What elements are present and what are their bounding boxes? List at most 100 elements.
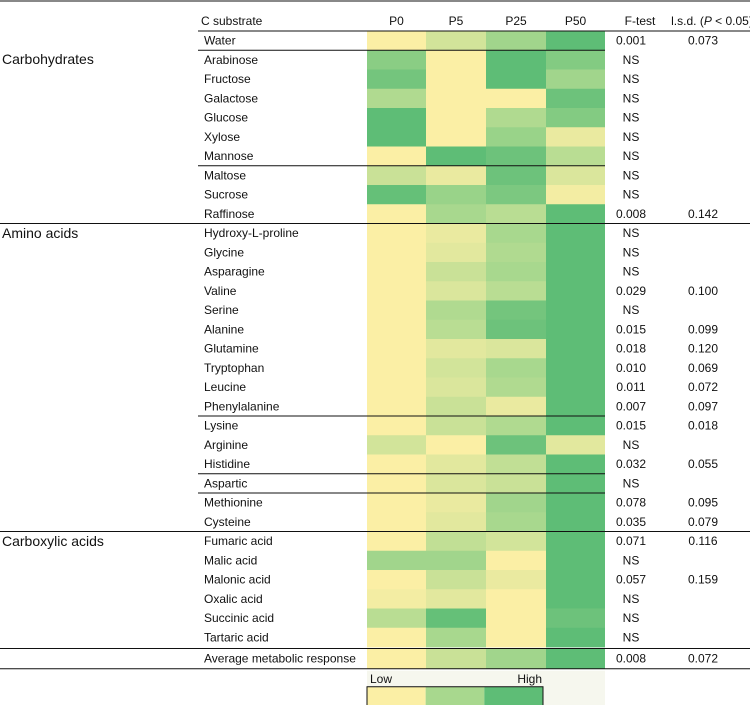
- substrate-label-average-metabolic-response: Average metabolic response: [204, 652, 356, 666]
- cell-lysine-p5: [426, 416, 486, 436]
- color-legend: Low High: [366, 670, 605, 705]
- cell-average-metabolic-response-p50: [546, 649, 605, 669]
- cell-cysteine-p0: [367, 512, 426, 532]
- cell-alanine-p5: [426, 319, 486, 340]
- cell-aspartic-p50: [546, 473, 605, 494]
- cell-aspartic-p0: [367, 473, 426, 494]
- cell-water-p25: [486, 31, 546, 51]
- cell-glutamine-p50: [546, 339, 605, 359]
- cell-alanine-p25: [486, 319, 546, 340]
- ftest-arabinose: NS: [623, 53, 640, 67]
- ftest-leucine: 0.011: [616, 380, 645, 394]
- lsd-cysteine: 0.079: [688, 515, 718, 529]
- ftest-glutamine: 0.018: [616, 342, 646, 356]
- legend-frame: [366, 686, 544, 705]
- cell-arginine-p25: [486, 435, 546, 455]
- cell-phenylalanine-p0: [367, 396, 426, 417]
- lsd-phenylalanine: 0.097: [688, 399, 718, 413]
- substrate-label-aspartic: Aspartic: [204, 476, 247, 490]
- substrate-label-alanine: Alanine: [204, 322, 244, 336]
- ftest-phenylalanine: 0.007: [616, 399, 646, 413]
- ftest-glucose: NS: [623, 111, 640, 125]
- cell-tryptophan-p5: [426, 358, 486, 378]
- header-p25: P25: [505, 14, 527, 28]
- legend-swatch-0: [367, 686, 426, 705]
- lsd-tryptophan: 0.069: [688, 361, 718, 375]
- substrate-label-xylose: Xylose: [204, 130, 240, 144]
- cell-phenylalanine-p50: [546, 396, 605, 417]
- ftest-aspartic: NS: [623, 476, 640, 490]
- cell-galactose-p0: [367, 88, 426, 109]
- cell-galactose-p50: [546, 88, 605, 109]
- cell-mannose-p50: [546, 146, 605, 167]
- cell-phenylalanine-p25: [486, 396, 546, 417]
- group-label-carboxylic-acids: Carboxylic acids: [2, 533, 104, 549]
- cell-malonic-acid-p0: [367, 570, 426, 590]
- cell-malonic-acid-p25: [486, 570, 546, 590]
- ftest-fructose: NS: [623, 72, 640, 86]
- substrate-label-malonic-acid: Malonic acid: [204, 573, 271, 587]
- ftest-cysteine: 0.035: [616, 515, 646, 529]
- substrate-label-fumaric-acid: Fumaric acid: [204, 534, 273, 548]
- cell-leucine-p25: [486, 377, 546, 398]
- cell-succinic-acid-p50: [546, 608, 605, 629]
- ftest-valine: 0.029: [616, 284, 646, 298]
- cell-sucrose-p25: [486, 185, 546, 205]
- ftest-xylose: NS: [623, 130, 640, 144]
- cell-methionine-p0: [367, 493, 426, 513]
- ftest-lysine: 0.015: [616, 419, 646, 433]
- cell-lysine-p25: [486, 416, 546, 436]
- substrate-label-asparagine: Asparagine: [204, 265, 265, 279]
- ftest-malic-acid: NS: [623, 553, 640, 567]
- level-headers: P0 P5 P25 P50: [389, 14, 586, 28]
- header-p0: P0: [389, 14, 404, 28]
- lsd-fumaric-acid: 0.116: [688, 534, 717, 548]
- cell-malic-acid-p50: [546, 550, 605, 571]
- cell-xylose-p50: [546, 127, 605, 147]
- cell-hydroxy-l-proline-p0: [367, 223, 426, 244]
- cell-asparagine-p50: [546, 262, 605, 282]
- substrate-label-glycine: Glycine: [204, 245, 244, 259]
- cell-cysteine-p50: [546, 512, 605, 532]
- cell-hydroxy-l-proline-p25: [486, 223, 546, 244]
- cell-xylose-p0: [367, 127, 426, 147]
- ftest-galactose: NS: [623, 91, 640, 105]
- cell-glucose-p5: [426, 108, 486, 128]
- lsd-histidine: 0.055: [688, 457, 718, 471]
- substrate-label-tryptophan: Tryptophan: [204, 361, 264, 375]
- cell-alanine-p0: [367, 319, 426, 340]
- cell-glutamine-p0: [367, 339, 426, 359]
- cell-asparagine-p5: [426, 262, 486, 282]
- substrate-label-phenylalanine: Phenylalanine: [204, 399, 280, 413]
- cell-water-p50: [546, 31, 605, 51]
- cell-fumaric-acid-p0: [367, 531, 426, 552]
- lsd-valine: 0.100: [688, 284, 718, 298]
- lsd-water: 0.073: [688, 34, 718, 48]
- cell-glycine-p25: [486, 242, 546, 263]
- cell-hydroxy-l-proline-p50: [546, 223, 605, 244]
- cell-glycine-p5: [426, 242, 486, 263]
- cell-raffinose-p50: [546, 204, 605, 224]
- cell-average-metabolic-response-p5: [426, 649, 486, 669]
- cell-oxalic-acid-p25: [486, 589, 546, 609]
- cell-average-metabolic-response-p0: [367, 649, 426, 669]
- cell-galactose-p25: [486, 88, 546, 109]
- substrate-label-succinic-acid: Succinic acid: [204, 611, 274, 625]
- cell-xylose-p5: [426, 127, 486, 147]
- lsd-raffinose: 0.142: [688, 207, 718, 221]
- cell-fumaric-acid-p50: [546, 531, 605, 552]
- cell-lysine-p0: [367, 416, 426, 436]
- cell-arginine-p50: [546, 435, 605, 455]
- cell-mannose-p5: [426, 146, 486, 167]
- cell-fructose-p5: [426, 69, 486, 90]
- cell-asparagine-p0: [367, 262, 426, 282]
- substrate-label-mannose: Mannose: [204, 149, 254, 163]
- cell-xylose-p25: [486, 127, 546, 147]
- cell-sucrose-p0: [367, 185, 426, 205]
- cell-tartaric-acid-p25: [486, 627, 546, 648]
- cell-fructose-p25: [486, 69, 546, 90]
- cell-histidine-p0: [367, 454, 426, 475]
- substrate-label-water: Water: [204, 34, 236, 48]
- substrate-label-oxalic-acid: Oxalic acid: [204, 592, 263, 606]
